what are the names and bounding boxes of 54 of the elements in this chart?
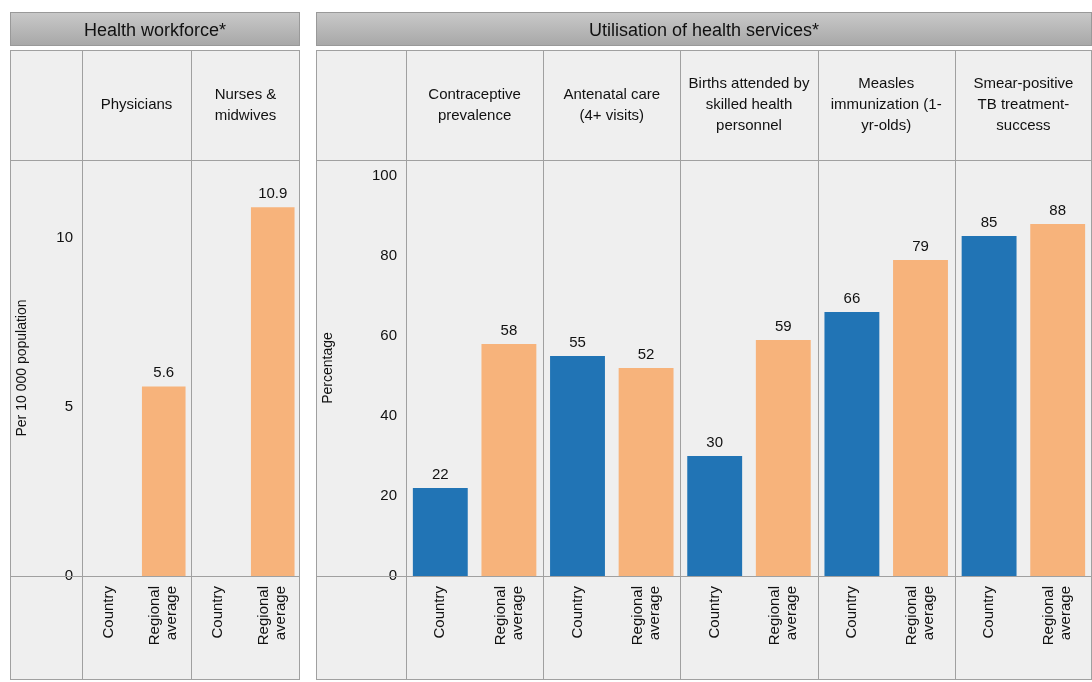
text: Country (208, 586, 226, 639)
y-tick-label: 5 (64, 397, 73, 415)
y-tick-label: 60 (380, 326, 397, 344)
data-label: 5.6 (153, 363, 175, 381)
text: Country (99, 585, 117, 639)
data-label: 30 (706, 432, 724, 450)
x-tick-label: Contraceptive prevalence (428, 84, 521, 123)
bar (1030, 224, 1086, 576)
bar (755, 340, 811, 576)
bar (412, 488, 468, 576)
data-label: 66 (843, 288, 861, 306)
data-label: 22 (431, 464, 449, 482)
x-tick-label: Measles immunization (1-yr-olds) (830, 74, 942, 134)
data-label: 10.9 (258, 183, 288, 201)
bar (550, 356, 605, 576)
text: Country (430, 585, 448, 639)
x-tick-label: Antenatal care (4+ visits) (563, 84, 661, 123)
x-tick-label: Smear-positive TB treatment-success (973, 74, 1074, 134)
text: Regional average (627, 586, 662, 646)
y-axis-title: Percentage (319, 331, 336, 404)
y-tick-label: 100 (371, 166, 397, 184)
text: Regional average (1039, 586, 1074, 646)
y-axis-title: Per 10 000 population (13, 299, 30, 437)
chart-title: Health workforce* (10, 12, 300, 46)
y-tick-label: 20 (380, 486, 397, 504)
text: Country (842, 586, 860, 639)
data-label: 59 (774, 316, 792, 334)
x-tick-label: Births attended by skilled health personnel (688, 74, 810, 134)
y-tick-label: 10 (56, 227, 73, 245)
text: Regional average (764, 586, 799, 646)
text: Country (979, 586, 997, 639)
text: Regional average (902, 586, 937, 646)
x-tick-label: Nurses & midwives (214, 84, 277, 123)
chart-title: Utilisation of health services* (316, 12, 1092, 46)
data-label: 55 (569, 332, 586, 350)
bar (481, 344, 537, 576)
bar (687, 456, 743, 576)
bar (893, 260, 948, 576)
text: Country (704, 586, 722, 639)
text: Country (567, 586, 585, 639)
data-label: 52 (637, 344, 655, 362)
text: Regional average (490, 586, 525, 646)
y-tick-label: 40 (380, 406, 397, 424)
data-label: 85 (980, 212, 998, 230)
text: Regional average (254, 586, 289, 646)
x-tick-label: Physicians (100, 95, 173, 113)
bar (824, 312, 880, 576)
data-label: 58 (500, 320, 518, 338)
y-tick-label: 80 (380, 246, 397, 264)
bar (961, 236, 1017, 576)
data-label: 79 (912, 236, 929, 254)
data-label: 88 (1049, 200, 1067, 218)
bar (618, 368, 674, 576)
text: Regional average (145, 586, 180, 646)
